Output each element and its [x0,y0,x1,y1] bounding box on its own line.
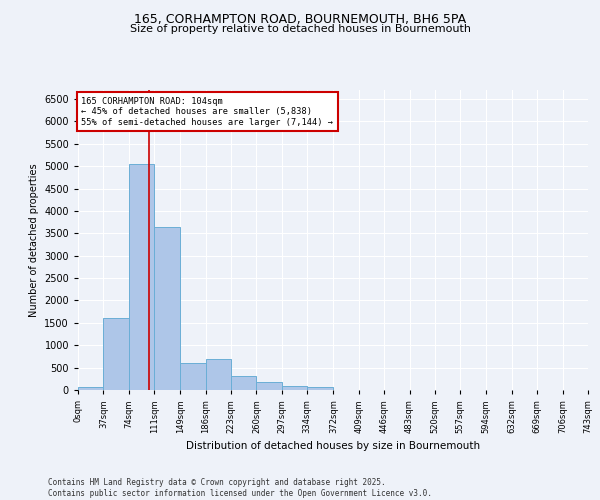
Text: 165, CORHAMPTON ROAD, BOURNEMOUTH, BH6 5PA: 165, CORHAMPTON ROAD, BOURNEMOUTH, BH6 5… [134,12,466,26]
Text: 165 CORHAMPTON ROAD: 104sqm
← 45% of detached houses are smaller (5,838)
55% of : 165 CORHAMPTON ROAD: 104sqm ← 45% of det… [82,96,334,126]
X-axis label: Distribution of detached houses by size in Bournemouth: Distribution of detached houses by size … [186,441,480,451]
Bar [154,226,180,390]
Bar [206,358,231,390]
Bar [256,382,282,390]
Text: Size of property relative to detached houses in Bournemouth: Size of property relative to detached ho… [130,24,470,34]
Y-axis label: Number of detached properties: Number of detached properties [29,163,38,317]
Text: Contains HM Land Registry data © Crown copyright and database right 2025.
Contai: Contains HM Land Registry data © Crown c… [48,478,432,498]
Bar [282,386,307,390]
Bar [180,363,206,390]
Bar [129,164,154,390]
Bar [78,386,103,390]
Bar [103,318,129,390]
Bar [231,376,256,390]
Bar [307,386,334,390]
